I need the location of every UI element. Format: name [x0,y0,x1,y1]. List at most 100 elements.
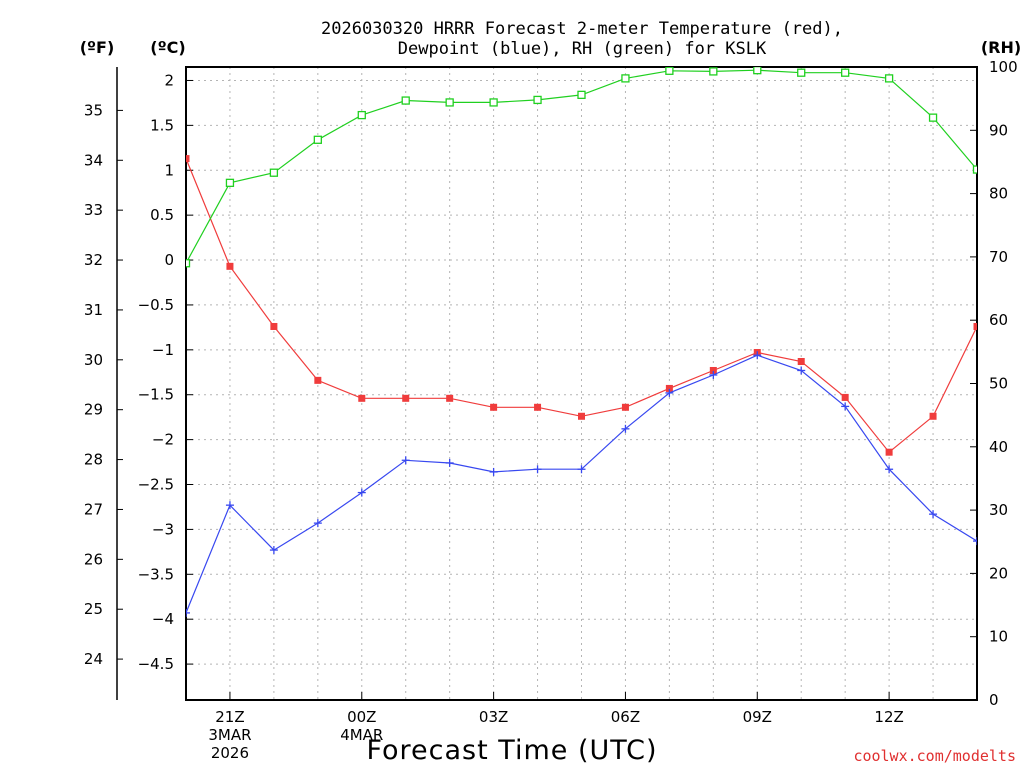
temperature-data-point [446,394,454,402]
temperature-data-point [226,262,234,270]
fahrenheit-tick-label: 31 [84,301,103,319]
temperature-data-point [490,403,498,411]
celsius-tick-label: 2 [164,71,174,89]
dewpoint-data-point [797,366,806,375]
temperature-data-point [270,322,278,330]
celsius-tick-label: −0.5 [138,296,174,314]
temperature-data-point [885,448,893,456]
temperature-data-point [186,155,190,163]
fahrenheit-tick-label: 34 [84,151,103,169]
rh-tick-label: 40 [989,438,1008,456]
rh-tick-label: 60 [989,311,1008,329]
x-tick-label: 03Z [479,708,508,726]
source-credit: coolwx.com/modelts [853,747,1016,765]
dewpoint-data-point [445,458,454,467]
celsius-tick-label: 0 [164,251,174,269]
rh-axis-unit: (RH) [981,38,1021,57]
series-layer [186,67,977,617]
rh-data-point [489,98,498,107]
celsius-tick-label: −2 [152,431,174,449]
dewpoint-data-point [186,608,190,617]
dewpoint-data-point [621,424,630,433]
rh-data-point [401,96,410,105]
rh-tick-label: 30 [989,501,1008,519]
fahrenheit-tick-label: 29 [84,401,103,419]
x-tick-label: 09Z [743,708,772,726]
rh-data-point [665,67,674,75]
dewpoint-data-point [929,510,938,519]
rh-data-point [357,110,366,120]
temperature-data-point [709,366,717,374]
fahrenheit-tick-label: 24 [84,650,103,668]
rh-data-point [313,135,322,144]
celsius-tick-label: 1.5 [150,116,174,134]
temperature-data-point [314,376,322,384]
fahrenheit-tick-label: 33 [84,201,103,219]
dewpoint-data-point [885,465,894,474]
temperature-data-point [534,403,542,411]
dewpoint-data-point [401,456,410,465]
temperature-data-point [929,412,937,420]
dewpoint-data-point [225,501,234,510]
celsius-tick-label: −4.5 [138,655,174,673]
temperature-data-point [358,394,366,402]
rh-data-point [797,68,806,77]
fahrenheit-tick-label: 32 [84,251,103,269]
celsius-tick-label: −3 [152,520,174,538]
tick-labels: 2 1.5 1 0.5 0 −0.5 −1 −1.5 −2 −2.5 −3 −3.5 −4 −4.5 35 3… [84,58,1018,762]
celsius-tick-label: −2.5 [138,476,174,494]
x-axis-label: Forecast Time (UTC) [366,735,657,766]
temperature-data-point [578,412,585,420]
rh-tick-label: 100 [989,58,1018,76]
rh-data-point [533,95,542,105]
dewpoint-data-point [665,388,674,397]
dewpoint-data-point [577,465,586,474]
plot-frame [185,66,978,701]
temperature-data-point [841,393,849,401]
fahrenheit-tick-label: 28 [84,451,103,469]
fahrenheit-axis-unit: (ºF) [80,38,115,57]
rh-tick-label: 10 [989,628,1008,646]
chart-title-line2: Dewpoint (blue), RH (green) for KSLK [398,39,767,59]
fahrenheit-tick-label: 25 [84,600,103,618]
dewpoint-data-point [709,370,718,379]
dewpoint-data-point [489,467,498,476]
rh-data-point [841,68,850,77]
x-tick-label: 06Z [611,708,640,726]
celsius-axis-unit: (ºC) [150,38,185,57]
rh-data-point [621,74,630,83]
fahrenheit-tick-label: 27 [84,500,103,518]
axes [116,66,978,701]
dewpoint-data-point [533,465,542,474]
rh-data-point [709,67,718,76]
celsius-tick-label: −3.5 [138,565,174,583]
rh-data-point [269,168,279,177]
celsius-tick-label: −1.5 [138,386,174,404]
fahrenheit-tick-label: 30 [84,351,103,369]
rh-data-point [225,178,235,187]
temperature-data-point [973,322,977,330]
fahrenheit-tick-label: 26 [84,550,103,568]
dewpoint-data-point [753,351,762,360]
series-group [186,67,977,617]
rh-data-point [928,113,938,122]
temperature-data-point [665,384,673,392]
celsius-tick-label: 1 [164,161,174,179]
temperature-data-point [621,403,629,411]
rh-tick-label: 70 [989,248,1008,266]
rh-tick-label: 50 [989,375,1008,393]
dewpoint-data-point [357,488,366,497]
rh-tick-label: 0 [989,691,999,709]
x-tick-date-label: 4MAR [340,726,383,744]
rh-tick-label: 20 [989,564,1008,582]
rh-tick-label: 90 [989,121,1008,139]
celsius-tick-label: 0.5 [150,206,174,224]
x-tick-label: 00Z [347,708,376,726]
rh-tick-label: 80 [989,185,1008,203]
gridlines [186,67,977,700]
x-tick-label: 12Z [874,708,903,726]
celsius-tick-label: −4 [152,610,174,628]
rh-data-point [577,90,586,100]
rh-data-point [884,74,894,83]
